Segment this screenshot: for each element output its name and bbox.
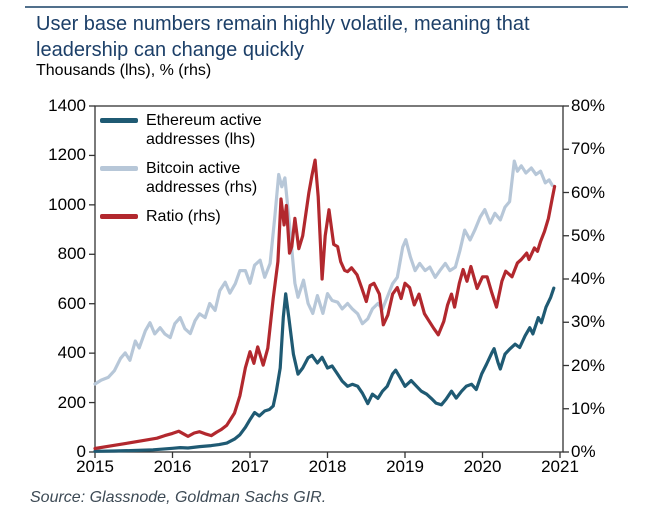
series-line-ethereum <box>93 286 556 453</box>
legend-label-ratio: Ratio (rhs) <box>146 208 221 225</box>
chart-title: User base numbers remain highly volatile… <box>36 11 530 63</box>
chart-title-line1: User base numbers remain highly volatile… <box>36 13 530 35</box>
series-line-bitcoin <box>93 159 554 386</box>
top-rule <box>25 6 628 8</box>
legend-item-ratio: Ratio (rhs) <box>100 207 280 226</box>
legend-swatch-ratio <box>100 214 138 219</box>
series-line-ratio <box>93 158 557 451</box>
legend-label-bitcoin: Bitcoin active addresses (rhs) <box>146 160 258 196</box>
legend-label-ethereum: Ethereum active addresses (lhs) <box>146 112 262 148</box>
axis-units-subtitle: Thousands (lhs), % (rhs) <box>36 62 212 79</box>
source-note: Source: Glassnode, Goldman Sachs GIR. <box>30 489 327 506</box>
legend-item-ethereum: Ethereum active addresses (lhs) <box>100 111 280 149</box>
legend-item-bitcoin: Bitcoin active addresses (rhs) <box>100 159 280 197</box>
chart-title-line2: leadership can change quickly <box>36 39 304 61</box>
legend: Ethereum active addresses (lhs) Bitcoin a… <box>100 111 280 226</box>
legend-swatch-ethereum <box>100 118 138 123</box>
legend-swatch-bitcoin <box>100 166 138 171</box>
